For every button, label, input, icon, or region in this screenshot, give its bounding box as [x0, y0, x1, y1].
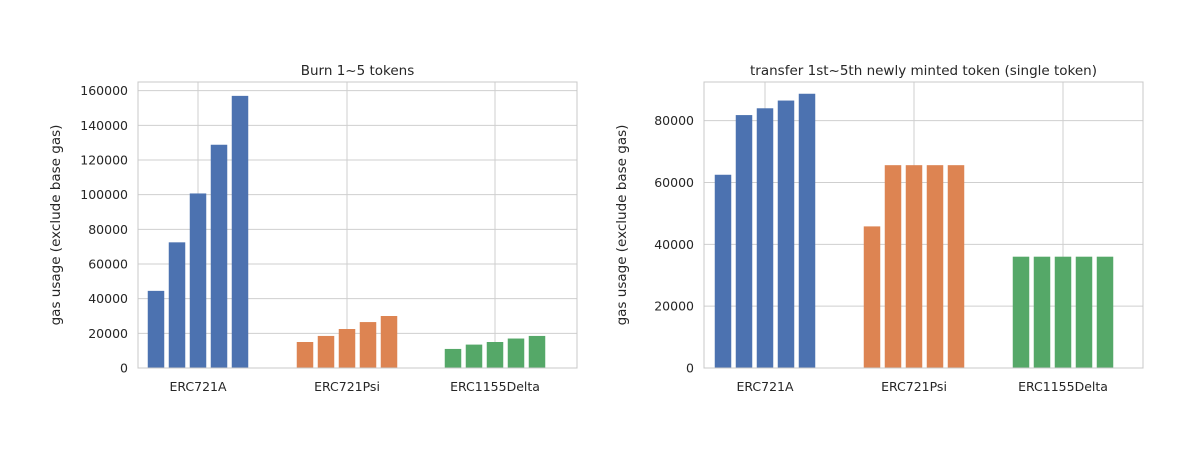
x-tick-label: ERC1155Delta: [1018, 379, 1108, 394]
plot-frame: [137, 81, 578, 369]
bar-erc721a-2: [735, 115, 753, 368]
y-tick-label: 80000: [654, 113, 694, 128]
bar-erc721a-5: [231, 95, 249, 368]
x-tick-label: ERC721A: [169, 379, 227, 394]
y-tick-label: 160000: [80, 83, 128, 98]
y-tick-label: 80000: [88, 222, 128, 237]
bar-erc1155delta-4: [1075, 256, 1093, 368]
bar-erc721psi-5: [380, 316, 398, 368]
x-tick-label: ERC721Psi: [881, 379, 947, 394]
x-tick-label: ERC721A: [736, 379, 794, 394]
bar-erc721psi-1: [863, 226, 881, 368]
plot-frame: [703, 81, 1144, 369]
bar-erc721psi-3: [905, 165, 923, 368]
chart-title: Burn 1~5 tokens: [301, 63, 415, 79]
burn-chart: 0 20000 40000 60000 80000 100000 120000 140000 1…: [48, 63, 578, 394]
bar-erc1155delta-2: [465, 344, 483, 368]
y-tick-label: 60000: [654, 175, 694, 190]
transfer-chart: 0 20000 40000 60000 80000 ERC721A ERC721Psi ERC…: [614, 63, 1144, 394]
bar-erc1155delta-5: [528, 335, 546, 368]
bar-erc721psi-1: [296, 342, 314, 368]
bar-erc721psi-4: [926, 165, 944, 368]
y-tick-label: 60000: [88, 257, 128, 272]
bar-erc721a-2: [168, 242, 186, 368]
bar-erc1155delta-1: [1012, 256, 1030, 368]
y-tick-label: 0: [120, 361, 128, 376]
bar-erc721psi-2: [317, 335, 335, 368]
y-tick-label: 120000: [80, 153, 128, 168]
bar-erc1155delta-2: [1033, 256, 1051, 368]
y-tick-label: 40000: [88, 291, 128, 306]
y-tick-label: 100000: [80, 187, 128, 202]
chart-title: transfer 1st~5th newly minted token (sin…: [750, 63, 1097, 79]
y-tick-label: 0: [686, 361, 694, 376]
y-axis-label: gas usage (exclude base gas): [48, 125, 64, 326]
bar-erc721psi-2: [884, 165, 902, 368]
bar-erc1155delta-3: [1054, 256, 1072, 368]
bar-erc1155delta-4: [507, 338, 525, 368]
x-tick-label: ERC1155Delta: [450, 379, 540, 394]
bar-erc1155delta-1: [444, 348, 462, 368]
x-tick-label: ERC721Psi: [314, 379, 380, 394]
bar-erc721a-3: [189, 193, 207, 368]
y-tick-label: 140000: [80, 118, 128, 133]
bar-erc721a-1: [714, 174, 732, 368]
bar-erc721a-5: [798, 93, 816, 368]
bar-erc721a-1: [147, 290, 165, 368]
bar-erc721a-4: [777, 100, 795, 368]
bar-erc1155delta-5: [1096, 256, 1114, 368]
bar-erc721psi-4: [359, 322, 377, 368]
y-tick-label: 40000: [654, 237, 694, 252]
y-axis-label: gas usage (exclude base gas): [614, 125, 630, 326]
bar-erc1155delta-3: [486, 342, 504, 368]
bar-erc721psi-5: [947, 165, 965, 368]
bar-erc721a-3: [756, 108, 774, 369]
y-tick-label: 20000: [654, 299, 694, 314]
bar-erc721a-4: [210, 144, 228, 368]
bar-erc721psi-3: [338, 329, 356, 368]
y-tick-label: 20000: [88, 326, 128, 341]
